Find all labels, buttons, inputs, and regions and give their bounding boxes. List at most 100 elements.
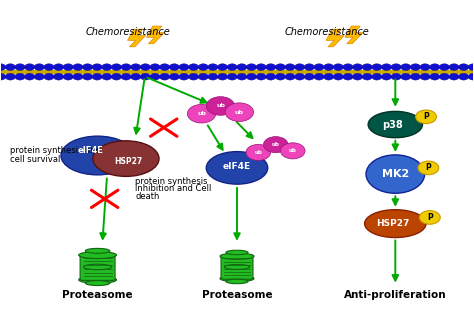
- Circle shape: [362, 73, 373, 80]
- Circle shape: [15, 73, 25, 80]
- Text: eIF4E: eIF4E: [78, 146, 103, 156]
- Circle shape: [333, 64, 344, 71]
- Circle shape: [198, 73, 209, 80]
- Circle shape: [294, 73, 305, 80]
- Circle shape: [265, 64, 276, 71]
- Circle shape: [150, 73, 160, 80]
- Text: ub: ub: [216, 104, 225, 109]
- Circle shape: [246, 64, 256, 71]
- Circle shape: [111, 64, 122, 71]
- Circle shape: [92, 64, 102, 71]
- Text: MK2: MK2: [382, 169, 409, 179]
- Circle shape: [314, 73, 324, 80]
- Ellipse shape: [368, 111, 422, 138]
- Circle shape: [246, 73, 256, 80]
- Text: Proteasome: Proteasome: [202, 290, 272, 300]
- Circle shape: [343, 73, 353, 80]
- Circle shape: [362, 64, 373, 71]
- Circle shape: [169, 64, 180, 71]
- Circle shape: [34, 64, 45, 71]
- Circle shape: [391, 64, 401, 71]
- Ellipse shape: [365, 210, 426, 238]
- Circle shape: [410, 64, 420, 71]
- Circle shape: [188, 64, 199, 71]
- Polygon shape: [146, 26, 164, 44]
- Circle shape: [208, 73, 218, 80]
- Text: cell survival: cell survival: [10, 155, 61, 164]
- Text: Anti-proliferation: Anti-proliferation: [344, 290, 447, 300]
- Text: ub: ub: [197, 111, 206, 116]
- Circle shape: [5, 64, 16, 71]
- Circle shape: [381, 64, 392, 71]
- Circle shape: [218, 73, 228, 80]
- Circle shape: [416, 110, 437, 123]
- Ellipse shape: [79, 276, 117, 283]
- Circle shape: [227, 64, 237, 71]
- Circle shape: [372, 73, 382, 80]
- Polygon shape: [345, 26, 363, 44]
- Circle shape: [304, 73, 315, 80]
- Text: ub: ub: [235, 110, 244, 115]
- Circle shape: [54, 73, 64, 80]
- Circle shape: [352, 64, 363, 71]
- Circle shape: [323, 73, 334, 80]
- Circle shape: [343, 64, 353, 71]
- Circle shape: [246, 144, 271, 160]
- Ellipse shape: [85, 281, 110, 285]
- FancyBboxPatch shape: [0, 70, 474, 74]
- Ellipse shape: [79, 252, 117, 258]
- Polygon shape: [326, 29, 344, 47]
- Circle shape: [256, 73, 266, 80]
- Text: inhibition and Cell: inhibition and Cell: [136, 184, 212, 193]
- Circle shape: [169, 73, 180, 80]
- Text: p38: p38: [383, 119, 403, 130]
- Circle shape: [410, 73, 420, 80]
- Circle shape: [101, 73, 112, 80]
- Ellipse shape: [206, 152, 268, 184]
- Ellipse shape: [93, 141, 159, 176]
- Text: Proteasome: Proteasome: [62, 290, 133, 300]
- Text: P: P: [423, 112, 429, 121]
- Ellipse shape: [226, 279, 248, 284]
- Circle shape: [381, 73, 392, 80]
- Circle shape: [227, 73, 237, 80]
- Ellipse shape: [220, 253, 254, 259]
- Circle shape: [179, 64, 189, 71]
- Circle shape: [458, 64, 469, 71]
- Circle shape: [159, 64, 170, 71]
- FancyBboxPatch shape: [80, 253, 115, 281]
- Text: ub: ub: [255, 150, 262, 155]
- Text: Chemoresistance: Chemoresistance: [86, 27, 171, 37]
- Circle shape: [130, 73, 141, 80]
- Circle shape: [150, 64, 160, 71]
- Circle shape: [285, 73, 295, 80]
- Text: P: P: [427, 213, 433, 222]
- Circle shape: [198, 64, 209, 71]
- Circle shape: [281, 143, 305, 159]
- Circle shape: [265, 73, 276, 80]
- Circle shape: [15, 64, 25, 71]
- Circle shape: [256, 64, 266, 71]
- Ellipse shape: [85, 248, 110, 253]
- Ellipse shape: [83, 264, 112, 270]
- Circle shape: [429, 64, 440, 71]
- Circle shape: [372, 64, 382, 71]
- Circle shape: [237, 64, 247, 71]
- Circle shape: [366, 155, 425, 193]
- Circle shape: [418, 161, 439, 175]
- Circle shape: [304, 64, 315, 71]
- Ellipse shape: [61, 136, 134, 175]
- Circle shape: [130, 64, 141, 71]
- Circle shape: [159, 73, 170, 80]
- Circle shape: [323, 64, 334, 71]
- Circle shape: [333, 73, 344, 80]
- Circle shape: [429, 73, 440, 80]
- Circle shape: [294, 64, 305, 71]
- Circle shape: [101, 64, 112, 71]
- Circle shape: [275, 64, 286, 71]
- Circle shape: [275, 73, 286, 80]
- Circle shape: [63, 64, 73, 71]
- Text: ub: ub: [272, 142, 280, 147]
- Polygon shape: [128, 29, 146, 47]
- Text: P: P: [426, 163, 431, 172]
